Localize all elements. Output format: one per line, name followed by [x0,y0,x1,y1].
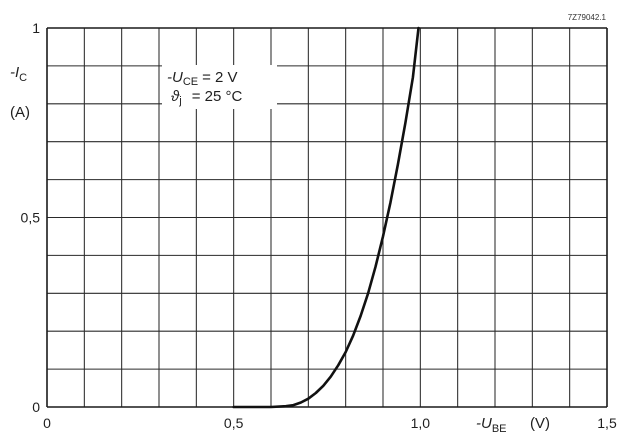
x-tick-label: 1,0 [411,415,431,431]
chart-curve [232,26,420,409]
y-tick-label: 0 [32,399,40,415]
figure-reference: 7Z79042.1 [568,13,607,22]
chart-labels: 0 0,5 1,0 1,5 0 0,5 1 -IC (A) -UBE (V) -UCE = 2 Vϑj =… [10,13,617,435]
x-tick-label: 0 [43,415,51,431]
y-axis-label: -IC [10,64,27,84]
y-tick-label: 1 [32,20,40,36]
chart-frame [46,27,608,408]
series-line-ic-vs-ube [232,26,420,409]
x-tick-label: 0,5 [224,415,244,431]
x-tick-label: 1,5 [597,415,617,431]
chart-grid [47,28,607,407]
y-tick-label: 0,5 [21,210,41,226]
x-axis-unit: (V) [530,415,550,432]
annotation-background [162,65,277,109]
condition-annotation: ϑj = 25 °C [171,88,242,107]
y-axis-unit: (A) [10,104,30,121]
condition-annotation: -UCE = 2 V [167,69,238,88]
x-axis-label: -UBE [476,415,507,435]
